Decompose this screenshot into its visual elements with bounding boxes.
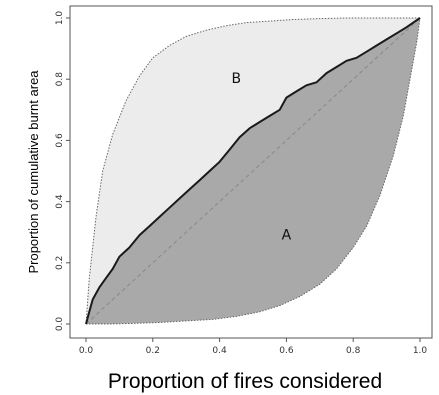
region-b-area — [86, 18, 420, 324]
upper-bound-line — [85, 17, 420, 325]
x-tick-label: 0.8 — [346, 346, 361, 356]
y-tick-label: 0.0 — [55, 317, 65, 332]
y-tick-label: 1.0 — [55, 11, 65, 26]
y-axis-label: Proportion of cumulative burnt area — [26, 70, 41, 274]
y-tick-label: 0.2 — [55, 256, 65, 270]
cumulative-burnt-area-curve — [85, 17, 421, 325]
region-labels: BA — [231, 71, 291, 243]
lower-bound-line — [86, 17, 421, 325]
equality-diagonal-line — [85, 17, 421, 325]
y-tick-label: 0.6 — [55, 133, 65, 148]
x-tick-label: 0.4 — [212, 346, 227, 356]
y-axis: 0.0 0.2 0.4 0.6 0.8 1.0 — [55, 11, 70, 332]
region-label-a: A — [282, 227, 292, 243]
x-tick-label: 0.0 — [79, 346, 94, 356]
plot-frame — [69, 5, 433, 339]
x-axis: 0.0 0.2 0.4 0.6 0.8 1.0 — [79, 338, 428, 356]
region-label-b: B — [231, 71, 241, 87]
x-axis-label: Proportion of fires considered — [108, 370, 382, 393]
y-tick-label: 0.8 — [55, 72, 65, 87]
x-tick-label: 0.2 — [146, 346, 160, 356]
x-tick-label: 0.6 — [279, 346, 294, 356]
y-tick-label: 0.4 — [55, 194, 65, 209]
x-tick-label: 1.0 — [413, 346, 428, 356]
